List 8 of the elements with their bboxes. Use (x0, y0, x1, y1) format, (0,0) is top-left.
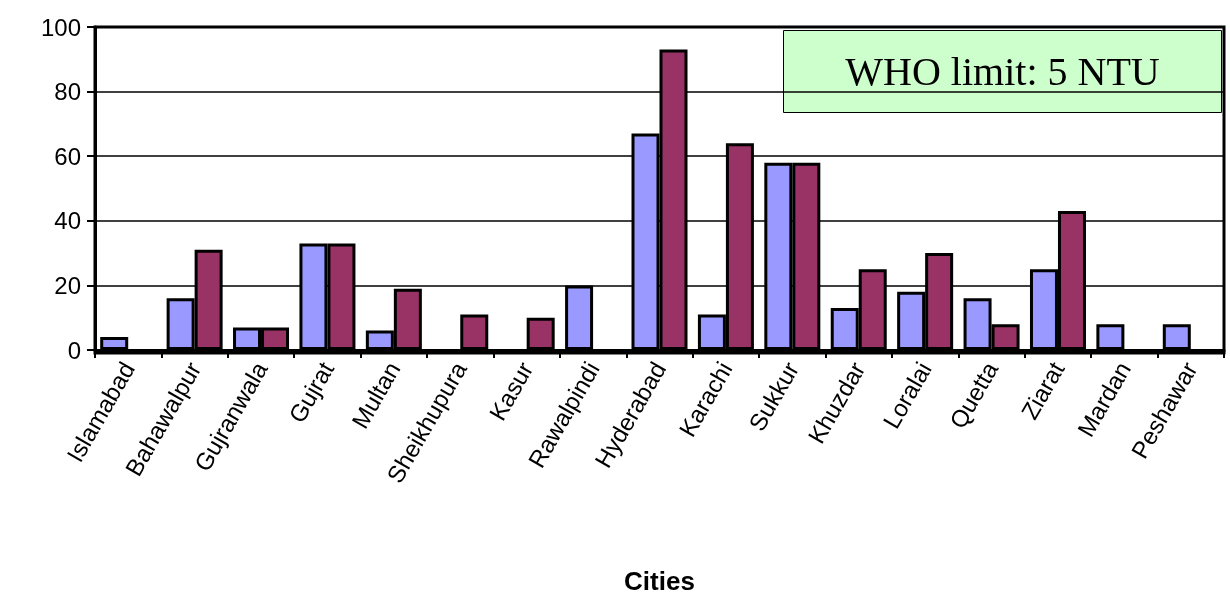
y-tick-label: 60 (54, 142, 81, 170)
y-tick-label: 80 (54, 78, 81, 106)
y-tick-label: 40 (54, 207, 81, 235)
y-tick-label: 0 (67, 336, 81, 364)
annotation: WHO limit: 5 NTU (845, 49, 1160, 94)
y-tick-label: 100 (40, 13, 81, 41)
x-axis-title: Cities (624, 566, 695, 596)
y-tick-label: 20 (54, 271, 81, 299)
